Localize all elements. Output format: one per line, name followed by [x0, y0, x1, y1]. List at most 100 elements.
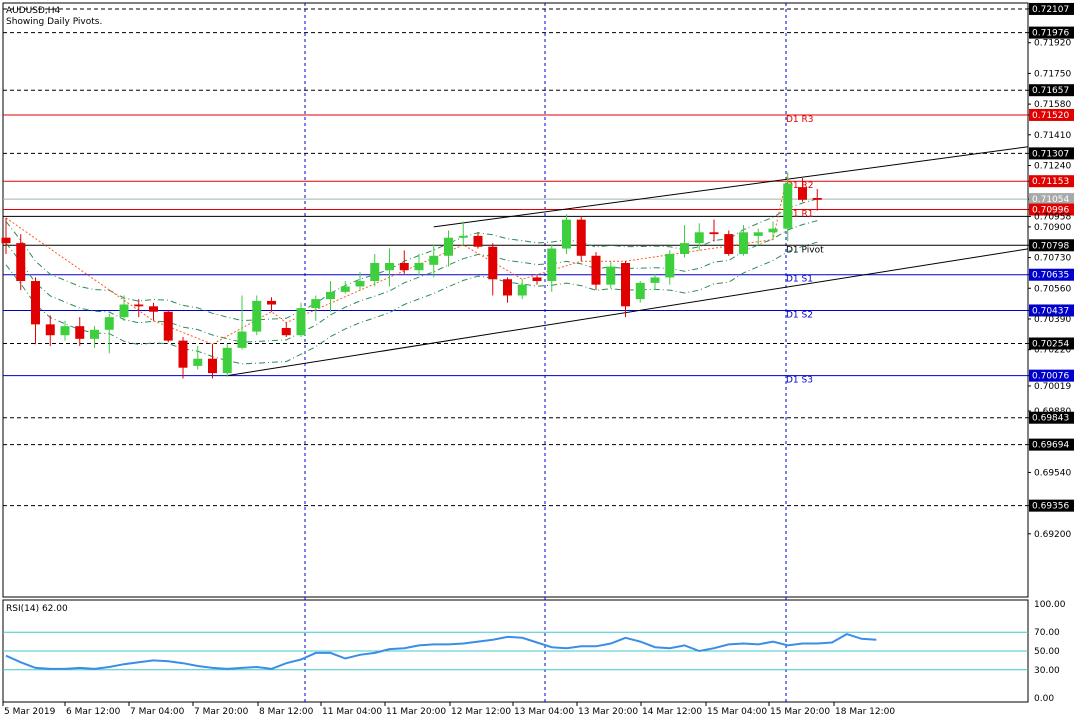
candle-body — [1, 237, 11, 244]
candle — [532, 275, 542, 285]
candle — [267, 297, 276, 312]
rsi-tick-label: 70.00 — [1034, 628, 1060, 638]
candle — [621, 261, 630, 318]
candle — [753, 228, 763, 245]
candle-body — [591, 255, 601, 285]
indicator-subtitle: Showing Daily Pivots. — [6, 17, 102, 27]
candle — [355, 272, 365, 291]
candle — [208, 344, 217, 379]
candle-body — [709, 232, 719, 235]
candle — [576, 216, 586, 262]
candle — [503, 277, 512, 303]
candle — [193, 346, 203, 370]
candle — [237, 295, 247, 350]
candle-body — [311, 299, 321, 309]
time-tick-label: 11 Mar 04:00 — [322, 707, 382, 717]
candle — [178, 337, 188, 379]
price-label-box — [1029, 369, 1074, 382]
candle-body — [458, 235, 468, 238]
price-tick-label: 0.71153 — [1032, 177, 1069, 187]
candle-body — [16, 243, 26, 282]
candle — [473, 232, 483, 249]
price-label-box — [1029, 438, 1074, 451]
candle-body — [739, 232, 748, 254]
candle-body — [783, 183, 793, 229]
candle — [326, 281, 335, 312]
candle-body — [473, 235, 483, 247]
candle-body — [355, 281, 365, 287]
candle-body — [340, 286, 350, 292]
candle-body — [517, 284, 527, 296]
price-label-box — [1029, 84, 1074, 97]
candle — [222, 344, 232, 377]
candle — [16, 234, 26, 291]
price-label-box — [1029, 2, 1074, 15]
candle-body — [724, 234, 734, 254]
candle-body — [753, 232, 763, 236]
price-tick-label: 0.70254 — [1032, 340, 1069, 350]
time-tick-label: 7 Mar 20:00 — [194, 707, 249, 717]
candle — [591, 252, 601, 291]
price-tick-label: 0.71976 — [1032, 29, 1069, 39]
price-label-box — [1029, 411, 1074, 424]
price-tick-label: 0.70437 — [1032, 306, 1069, 316]
candle-body — [119, 304, 129, 318]
candle-body — [503, 279, 512, 296]
candle-body — [31, 281, 40, 325]
candle-body — [178, 340, 188, 368]
candle — [281, 322, 291, 338]
price-tick-label: 0.70798 — [1032, 241, 1069, 251]
candle — [119, 295, 129, 321]
rsi-panel: 100.00 70.00 50.00 30.00 0.00 — [3, 600, 1066, 704]
envelope-middle — [5, 220, 818, 343]
candle-body — [812, 197, 822, 200]
candle-body — [296, 308, 306, 336]
candle-body — [326, 291, 335, 300]
time-tick-label: 15 Mar 04:00 — [707, 707, 767, 717]
price-label-box — [1029, 304, 1074, 317]
price-label-box — [1029, 268, 1074, 281]
price-label-box — [1029, 175, 1074, 188]
price-tick-label: 0.71580 — [1034, 100, 1071, 110]
price-tick-label: 0.71750 — [1034, 69, 1071, 79]
price-tick-label: 0.69843 — [1032, 414, 1069, 424]
candle — [812, 188, 822, 211]
price-tick-label: 0.71307 — [1032, 149, 1069, 159]
candle — [149, 302, 158, 321]
trend-channel — [227, 146, 1029, 377]
candle — [429, 244, 439, 278]
candle-body — [635, 282, 645, 300]
candle — [399, 250, 409, 274]
candle-body — [532, 277, 542, 282]
price-tick-label: 0.70730 — [1034, 254, 1071, 264]
candle — [635, 281, 645, 303]
candle — [385, 248, 394, 287]
candle-body — [621, 262, 630, 307]
time-tick-label: 13 Mar 04:00 — [514, 707, 574, 717]
price-label-box — [1029, 108, 1074, 121]
candle — [340, 281, 350, 294]
pivot-label-0: D1 R3 — [786, 115, 814, 125]
candle — [311, 295, 321, 321]
price-tick-label: 0.71657 — [1032, 86, 1069, 96]
pivot-label-4: D1 S1 — [786, 275, 813, 285]
candle — [31, 277, 40, 345]
candle — [444, 230, 453, 267]
candle-body — [267, 300, 276, 305]
time-tick-label: 8 Mar 12:00 — [259, 707, 314, 717]
candle-body — [193, 358, 203, 366]
candle — [414, 253, 424, 276]
candle-body — [429, 255, 439, 265]
candle-body — [237, 331, 247, 348]
price-tick-label: 0.70220 — [1034, 346, 1071, 356]
price-tick-label: 0.70560 — [1034, 284, 1071, 294]
candle-body — [75, 326, 85, 339]
candle — [1, 217, 11, 254]
price-tick-label: 0.71920 — [1034, 39, 1071, 49]
candle-body — [562, 219, 571, 249]
time-tick-label: 14 Mar 12:00 — [642, 707, 702, 717]
candle-body — [104, 317, 114, 330]
price-label-box — [1029, 337, 1074, 350]
candle — [739, 225, 748, 256]
